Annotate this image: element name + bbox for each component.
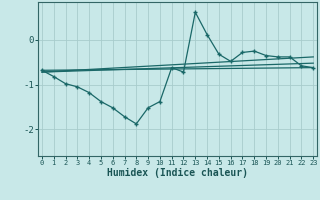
X-axis label: Humidex (Indice chaleur): Humidex (Indice chaleur) <box>107 168 248 178</box>
